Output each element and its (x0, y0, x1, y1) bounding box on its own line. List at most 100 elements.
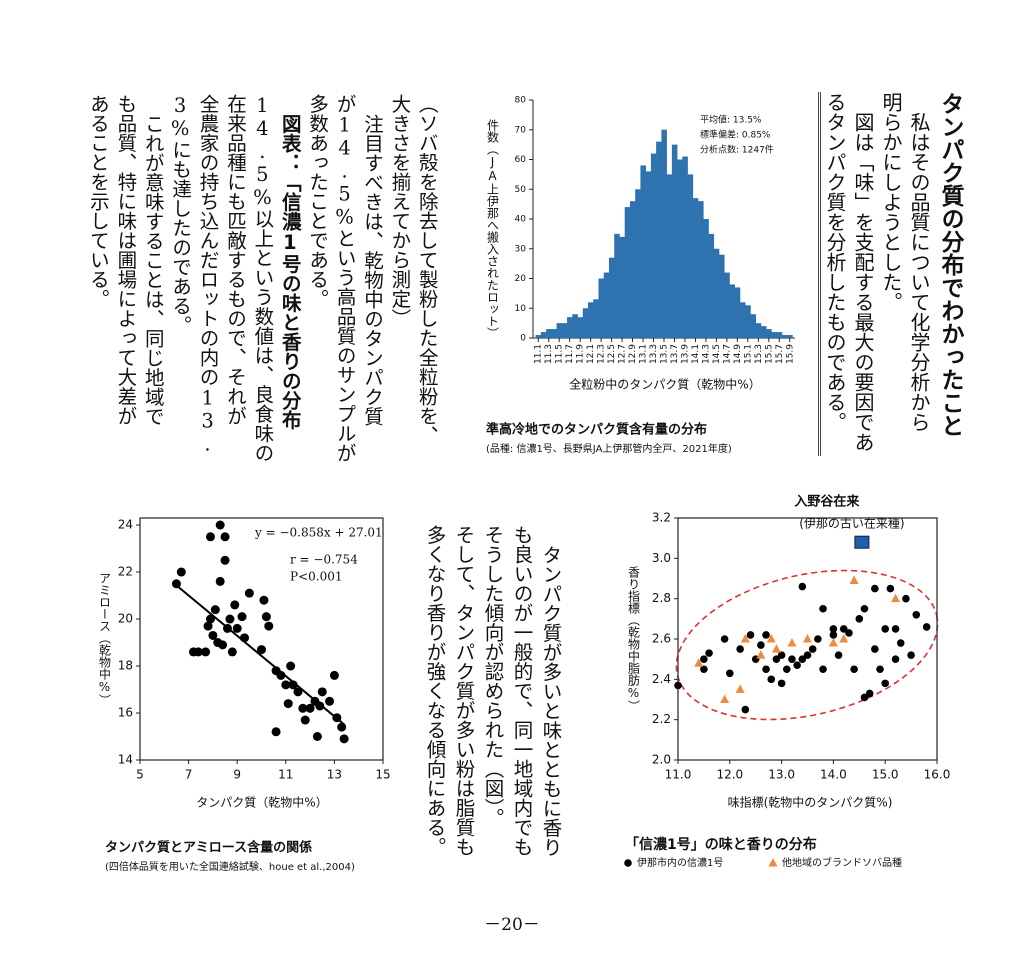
point (281, 680, 291, 690)
point (215, 520, 225, 530)
point (907, 651, 915, 659)
bar (572, 314, 578, 338)
bar (556, 323, 563, 338)
point (705, 649, 713, 657)
point (860, 693, 869, 702)
point (736, 645, 744, 653)
bar (593, 299, 599, 338)
bar (551, 329, 557, 338)
plot-frame (139, 517, 384, 761)
bar (703, 219, 709, 338)
point (839, 634, 849, 643)
y-tick-label: 40 (515, 215, 527, 225)
highlight-point (854, 535, 870, 549)
y-tick-label: 2.0 (652, 753, 671, 767)
point (203, 621, 213, 631)
body-column: （ソバ殻を除去して製粉した全粒粉を、 大きさを揃えてから測定） 注目すべきは、乾… (84, 94, 440, 463)
x-axis-label: タンパク質（乾物中%） (196, 795, 327, 810)
figure-reference: 図表：「信濃1号の味と香りの分布 (278, 113, 302, 430)
point (312, 732, 322, 742)
bar (687, 174, 694, 338)
point (261, 612, 271, 622)
y-tick-label: 3.0 (652, 551, 671, 565)
bar (739, 302, 746, 338)
text-line: も品質、特に味は圃場によって大差が (113, 94, 137, 426)
point (788, 655, 796, 663)
y-tick-label: 14 (118, 753, 133, 767)
x-tick-label: 12.0 (716, 768, 743, 782)
bar (635, 189, 641, 338)
bar (535, 335, 542, 338)
point (777, 651, 786, 659)
y-tick-label: 2.2 (652, 712, 671, 726)
point (220, 532, 230, 542)
bar (713, 248, 720, 338)
point (891, 625, 900, 633)
point (740, 634, 750, 643)
text-line: も良いのが一般的で、同一地域内でも (510, 525, 533, 857)
point (332, 713, 342, 723)
point (220, 555, 230, 565)
annotation: P<0.001 (290, 570, 342, 584)
highlight-note: (伊那の古い在来種) (799, 516, 904, 531)
bar (540, 332, 547, 338)
text-line: タンパク質が多いと味とともに香り (539, 544, 562, 857)
point (300, 715, 310, 725)
x-tick-label: 12.1 (586, 344, 596, 364)
x-tick-label: 12.9 (628, 344, 638, 364)
y-tick-label: 20 (515, 274, 527, 284)
point (850, 665, 858, 674)
point (286, 661, 296, 671)
x-tick-label: 11 (278, 768, 293, 782)
bar (734, 287, 741, 338)
y-tick-label: 18 (118, 659, 133, 673)
x-tick-label: 14.7 (722, 344, 732, 364)
x-tick-label: 5 (136, 768, 144, 782)
bar (677, 159, 683, 338)
text-line: 図は「味」を支配する最大の要因であ (851, 112, 875, 452)
point (215, 576, 225, 586)
figure-title: 「信濃1号」の味と香りの分布 (625, 836, 817, 853)
point (325, 696, 335, 706)
y-tick-label: 2.6 (652, 632, 671, 646)
point (317, 687, 327, 697)
x-tick-label: 15 (375, 768, 390, 782)
y-tick-label: 0 (520, 334, 526, 344)
point (849, 575, 859, 585)
text-line: 多くなり香りが強くなる傾向にある。 (423, 525, 446, 857)
bar (666, 174, 673, 338)
point (230, 600, 240, 610)
x-tick-label: 11.9 (576, 344, 586, 364)
point (208, 630, 218, 640)
heading: タンパク質の分布でわかったこと (937, 92, 963, 437)
x-tick-label: 14.3 (701, 344, 711, 364)
bar (588, 302, 594, 338)
point (257, 645, 266, 655)
point (210, 605, 220, 615)
y-tick-label: 60 (515, 155, 527, 165)
x-tick-label: 12.3 (597, 344, 607, 364)
point (259, 595, 269, 605)
point (171, 579, 181, 589)
point (762, 665, 770, 674)
y-tick-label: 20 (118, 612, 133, 626)
x-tick-label: 15.7 (775, 344, 785, 364)
point (329, 670, 339, 680)
bar (771, 332, 777, 338)
x-tick-label: 16.0 (924, 768, 951, 782)
point (828, 638, 838, 647)
x-tick-label: 9 (233, 768, 241, 782)
annotation: 標準偏差: 0.85% (700, 129, 771, 141)
point (757, 641, 765, 649)
x-tick-label: 13 (327, 768, 342, 782)
point (276, 670, 286, 680)
bar (619, 236, 625, 338)
point (244, 588, 254, 598)
bar (719, 254, 725, 338)
highlight-label: 入野谷在来 (794, 494, 860, 510)
text-line: （ソバ殻を除去して製粉した全粒粉を、 (415, 94, 439, 445)
text-line: 在来品種にも匹敵するもので、それが (223, 94, 247, 426)
point (756, 650, 766, 659)
x-tick-label: 11.7 (565, 344, 575, 364)
